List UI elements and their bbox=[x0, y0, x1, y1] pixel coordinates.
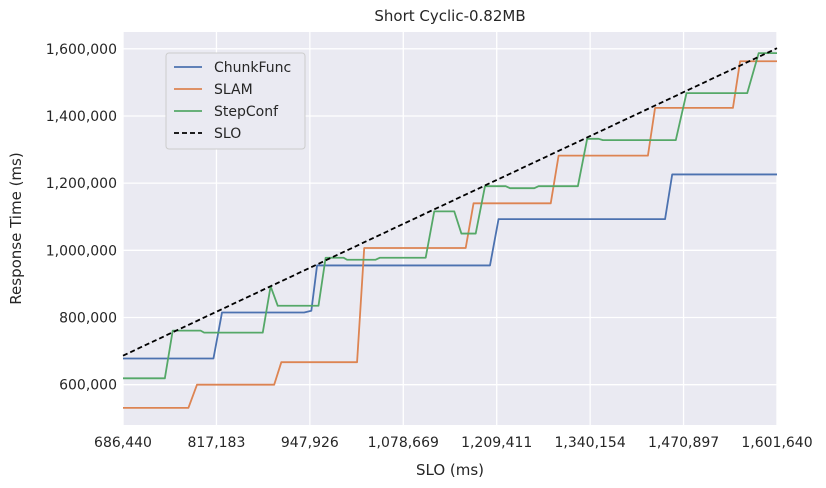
legend-frame bbox=[165, 52, 306, 150]
legend-label: SLO bbox=[214, 126, 241, 142]
x-axis-label: SLO (ms) bbox=[416, 461, 484, 479]
x-tick-label: 947,926 bbox=[281, 435, 339, 451]
y-axis-label: Response Time (ms) bbox=[7, 152, 25, 304]
y-tick-label: 1,400,000 bbox=[46, 109, 117, 125]
x-tick-label: 1,470,897 bbox=[648, 435, 719, 451]
series-line-slo bbox=[122, 47, 778, 357]
legend-label: StepConf bbox=[214, 104, 279, 120]
x-tick-label: 1,078,669 bbox=[368, 435, 439, 451]
y-tick-labels: 600,000 800,000 1,000,000 1,200,000 1,400,00… bbox=[46, 42, 117, 394]
x-tick-label: 817,183 bbox=[187, 435, 245, 451]
y-tick-label: 800,000 bbox=[59, 311, 117, 327]
series-lines bbox=[122, 47, 778, 409]
chart-title: Short Cyclic-0.82MB bbox=[374, 7, 525, 25]
y-tick-label: 1,600,000 bbox=[46, 42, 117, 58]
x-tick-label: 1,340,154 bbox=[555, 435, 626, 451]
legend-label: SLAM bbox=[214, 82, 253, 98]
series-line-chunkfunc bbox=[123, 173, 777, 360]
x-tick-label: 686,440 bbox=[94, 435, 152, 451]
y-tick-label: 1,000,000 bbox=[46, 243, 117, 259]
y-tick-label: 600,000 bbox=[59, 378, 117, 394]
y-tick-label: 1,200,000 bbox=[46, 176, 117, 192]
series-line-stepconf bbox=[123, 52, 777, 380]
legend: ChunkFunc SLAM StepConf SLO bbox=[165, 52, 306, 150]
legend-label: ChunkFunc bbox=[214, 60, 291, 76]
x-tick-labels: 686,440 817,183 947,926 1,078,669 1,209,411 1… bbox=[94, 435, 813, 451]
x-tick-label: 1,209,411 bbox=[461, 435, 532, 451]
series-line-slam bbox=[123, 60, 777, 409]
x-tick-label: 1,601,640 bbox=[741, 435, 812, 451]
